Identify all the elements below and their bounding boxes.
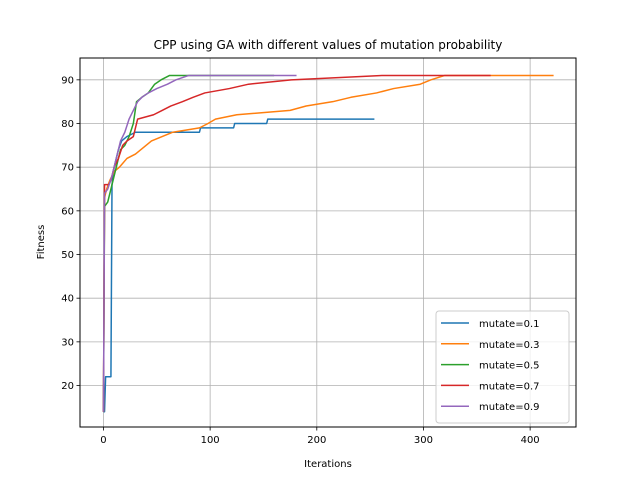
legend-label: mutate=0.5 — [479, 361, 539, 372]
y-tick-label: 90 — [61, 75, 74, 86]
y-axis-label: Fitness — [36, 225, 47, 260]
axis-ticks: 0 100 200 300 400 20 30 40 50 60 70 80 90 — [61, 75, 539, 446]
y-tick-label: 60 — [61, 206, 74, 217]
y-tick-label: 50 — [61, 250, 74, 261]
x-tick-label: 400 — [521, 435, 540, 446]
chart-title: CPP using GA with different values of mu… — [154, 38, 503, 52]
y-tick-label: 20 — [61, 381, 74, 392]
x-tick-label: 300 — [414, 435, 433, 446]
y-tick-label: 70 — [61, 163, 74, 174]
y-tick-label: 30 — [61, 337, 74, 348]
legend-label: mutate=0.7 — [479, 381, 539, 392]
y-tick-label: 40 — [61, 294, 74, 305]
legend-label: mutate=0.1 — [479, 319, 539, 330]
series-line-1 — [103, 118, 375, 413]
x-tick-label: 200 — [307, 435, 326, 446]
legend: mutate=0.1 mutate=0.3 mutate=0.5 mutate=0.7… — [435, 310, 570, 424]
legend-label: mutate=0.9 — [479, 402, 539, 413]
plot-frame — [79, 57, 577, 428]
legend-box — [435, 310, 570, 424]
legend-label: mutate=0.3 — [479, 340, 539, 351]
series-line-5 — [102, 74, 297, 412]
x-axis-label: Iterations — [304, 459, 352, 470]
y-tick-label: 80 — [61, 119, 74, 130]
series-line-3 — [102, 74, 275, 412]
plot-lines — [102, 74, 554, 413]
x-tick-label: 0 — [100, 435, 106, 446]
x-tick-label: 100 — [201, 435, 220, 446]
